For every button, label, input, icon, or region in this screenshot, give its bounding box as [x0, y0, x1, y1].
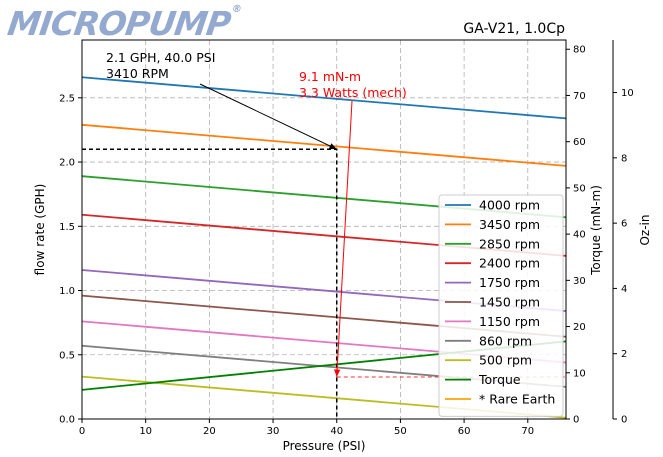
plot-frame: [81, 39, 567, 420]
x-tick-label: 30: [267, 426, 280, 437]
chart-title: GA-V21, 1.0Cp: [463, 21, 565, 37]
annotation-flow-line1: 2.1 GPH, 40.0 PSI: [106, 50, 215, 65]
legend-label: 2850 rpm: [479, 236, 540, 251]
y-tick-label: 0.0: [59, 415, 75, 426]
legend-label: 2400 rpm: [479, 256, 540, 271]
y3-tick-label: 8: [621, 153, 627, 164]
legend-label: 3450 rpm: [479, 217, 540, 232]
legend: 4000 rpm 3450 rpm 2850 rpm 2400 rpm 1750 rpm…: [438, 194, 564, 417]
y2-tick-label: 0: [573, 415, 579, 426]
y3-tick-label: 0: [621, 415, 627, 426]
y2-axis-label: Torque (mN-m): [589, 185, 603, 276]
x-axis-label: Pressure (PSI): [283, 439, 366, 453]
y3-tick-label: 6: [621, 219, 627, 230]
flow-annotation-arrow-head: [328, 143, 337, 150]
flow-annotation-arrow: [199, 83, 337, 150]
legend-label: 1450 rpm: [479, 295, 540, 310]
x-tick-label: 70: [521, 426, 534, 437]
legend-label: Torque: [478, 372, 521, 387]
y-tick-label: 0.5: [59, 350, 75, 361]
x-tick-label: 10: [139, 426, 152, 437]
y2-tick-label: 70: [573, 91, 586, 102]
series-line-3450-rpm: [81, 123, 567, 167]
y-tick-label: 2.5: [59, 93, 75, 104]
x-tick-label: 40: [330, 426, 343, 437]
y2-tick-label: 50: [573, 183, 586, 194]
legend-label: 860 rpm: [479, 333, 532, 348]
annotation-torque-line1: 9.1 mN-m: [299, 69, 361, 84]
y-tick-label: 2.0: [59, 158, 75, 169]
y2-tick-label: 30: [573, 276, 586, 287]
legend-label: 500 rpm: [479, 353, 532, 368]
legend-label: 1750 rpm: [479, 275, 540, 290]
x-tick-label: 60: [458, 426, 471, 437]
torque-annotation-arrow: [336, 100, 353, 377]
y-axis-label: flow rate (GPH): [33, 184, 47, 276]
y2-tick-label: 60: [573, 137, 586, 148]
torque-annotation-arrow-head: [334, 369, 341, 377]
y-tick-label: 1.5: [59, 222, 75, 233]
y2-tick-label: 20: [573, 322, 586, 333]
y-tick-label: 1.0: [59, 286, 75, 297]
x-tick-label: 20: [203, 426, 216, 437]
y2-tick-label: 10: [573, 368, 586, 379]
y3-tick-label: 2: [621, 349, 627, 360]
y2-tick-label: 40: [573, 230, 586, 241]
y3-tick-label: 10: [621, 88, 634, 99]
y3-tick-label: 4: [621, 284, 627, 295]
series-line-4000-rpm: [81, 76, 567, 120]
y2-tick-label: 80: [573, 45, 586, 56]
y3-axis-label: Oz-in: [638, 214, 652, 245]
legend-label: * Rare Earth: [479, 392, 555, 407]
annotation-flow-line2: 3410 RPM: [106, 66, 169, 81]
x-tick-label: 50: [394, 426, 407, 437]
x-tick-label: 0: [79, 426, 85, 437]
legend-label: 1150 rpm: [479, 314, 540, 329]
annotation-torque-line2: 3.3 Watts (mech): [299, 85, 407, 100]
legend-label: 4000 rpm: [479, 198, 540, 213]
